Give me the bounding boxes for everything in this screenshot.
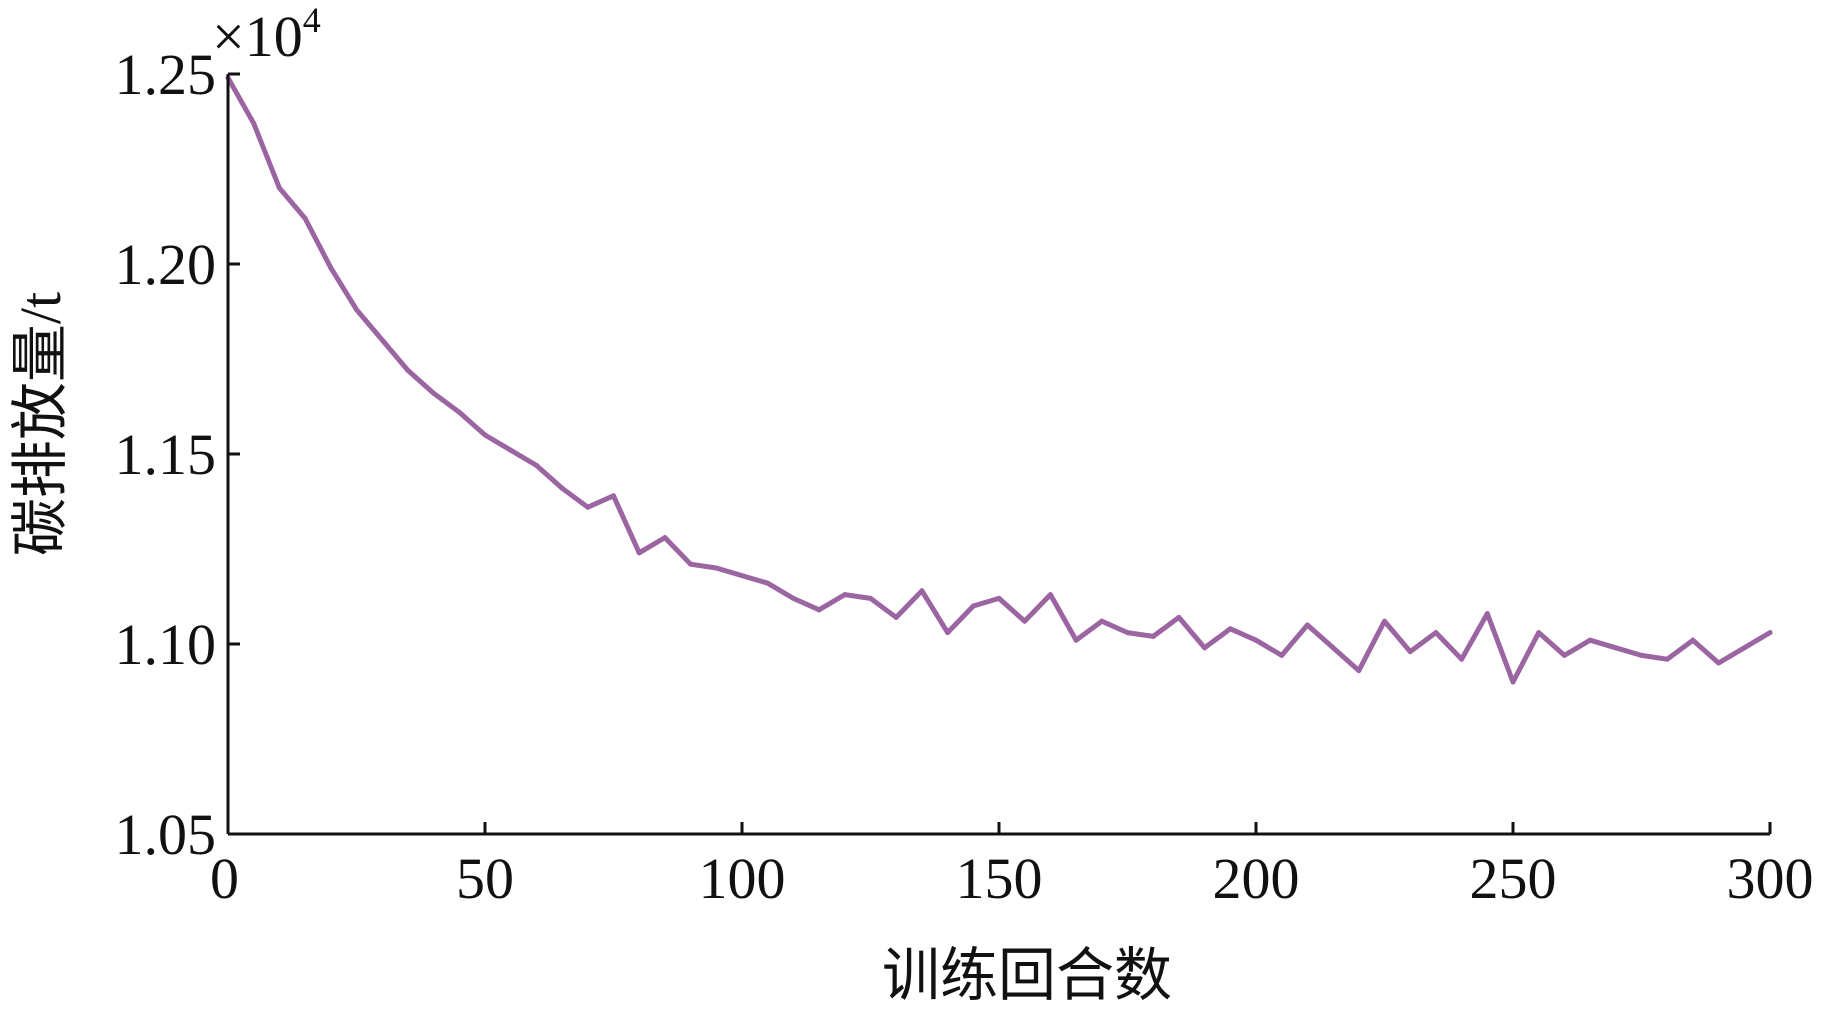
series-point — [1047, 592, 1053, 598]
series-point — [970, 603, 976, 609]
x-ticks: 0 50 100 150 200 250 300 — [210, 822, 1814, 911]
series-point — [533, 462, 539, 468]
series-point — [276, 185, 282, 191]
series-point — [1433, 630, 1439, 636]
series-point — [1150, 633, 1156, 639]
series-point — [688, 561, 694, 567]
series-point — [739, 573, 745, 579]
series-point — [713, 565, 719, 571]
axes — [226, 74, 1770, 836]
series-point — [1459, 656, 1465, 662]
series-point — [405, 367, 411, 373]
series-point — [893, 614, 899, 620]
series-point — [662, 535, 668, 541]
series-point — [1022, 618, 1028, 624]
series-layer — [225, 75, 1773, 685]
series-point — [1304, 622, 1310, 628]
x-tick-label: 0 — [210, 846, 239, 911]
series-point — [611, 493, 616, 499]
series-point — [919, 588, 925, 594]
series-point — [1690, 637, 1696, 643]
series-point — [302, 215, 308, 221]
series-point — [842, 592, 848, 598]
series-point — [1664, 656, 1670, 662]
x-tick-label: 100 — [699, 846, 786, 911]
series-point — [251, 120, 257, 126]
series-point — [1407, 649, 1413, 655]
series-point — [790, 595, 796, 601]
series-point — [431, 390, 437, 396]
series-line — [225, 75, 1773, 685]
series-point — [1099, 618, 1105, 624]
x-tick-label: 300 — [1727, 846, 1814, 911]
series-point — [1613, 645, 1619, 651]
series-point — [1484, 611, 1490, 617]
series-point — [1587, 637, 1593, 643]
series-point — [508, 447, 514, 453]
series-point — [1073, 637, 1079, 643]
series-point — [945, 630, 951, 636]
series-point — [559, 485, 565, 491]
series-point — [1202, 645, 1208, 651]
x-tick-label: 200 — [1213, 846, 1300, 911]
y-scale-base: ×10 — [212, 4, 303, 69]
x-tick-label: 250 — [1470, 846, 1557, 911]
series-point — [1536, 630, 1542, 636]
x-axis-title: 训练回合数 — [882, 943, 1172, 1008]
y-axis-title: 碳排放量/t — [8, 292, 73, 556]
series-point — [482, 432, 488, 438]
y-tick-label: 1.10 — [115, 612, 217, 677]
y-tick-label: 1.05 — [115, 802, 217, 867]
series-point — [456, 409, 462, 415]
y-tick-label: 1.25 — [115, 42, 217, 107]
series-point — [1639, 652, 1644, 658]
x-tick-label: 150 — [956, 846, 1043, 911]
series-point — [1510, 679, 1516, 685]
series-point — [1382, 618, 1387, 624]
y-ticks: 1.05 1.10 1.15 1.20 1.25 — [115, 42, 240, 867]
series-point — [1125, 630, 1130, 636]
series-point — [1561, 652, 1567, 658]
y-scale-exponent: 4 — [303, 0, 321, 40]
series-point — [636, 550, 642, 556]
y-scale-multiplier: ×104 — [212, 0, 321, 69]
series-point — [1253, 637, 1259, 643]
series-point — [1330, 645, 1336, 651]
series-point — [354, 307, 359, 313]
y-tick-label: 1.15 — [115, 422, 217, 487]
series-point — [585, 504, 591, 510]
x-tick-label: 50 — [456, 846, 514, 911]
series-point — [868, 595, 873, 601]
series-point — [1767, 630, 1773, 636]
series-point — [1176, 614, 1182, 620]
series-point — [1279, 652, 1285, 658]
series-point — [379, 337, 385, 343]
series-point — [1716, 660, 1722, 666]
y-tick-label: 1.20 — [115, 232, 217, 297]
series-point — [816, 607, 822, 613]
series-point — [765, 580, 771, 586]
series-point — [328, 265, 334, 271]
series-point — [996, 595, 1002, 601]
series-point — [1741, 645, 1747, 651]
series-point — [1227, 626, 1233, 632]
series-point — [1356, 668, 1362, 674]
